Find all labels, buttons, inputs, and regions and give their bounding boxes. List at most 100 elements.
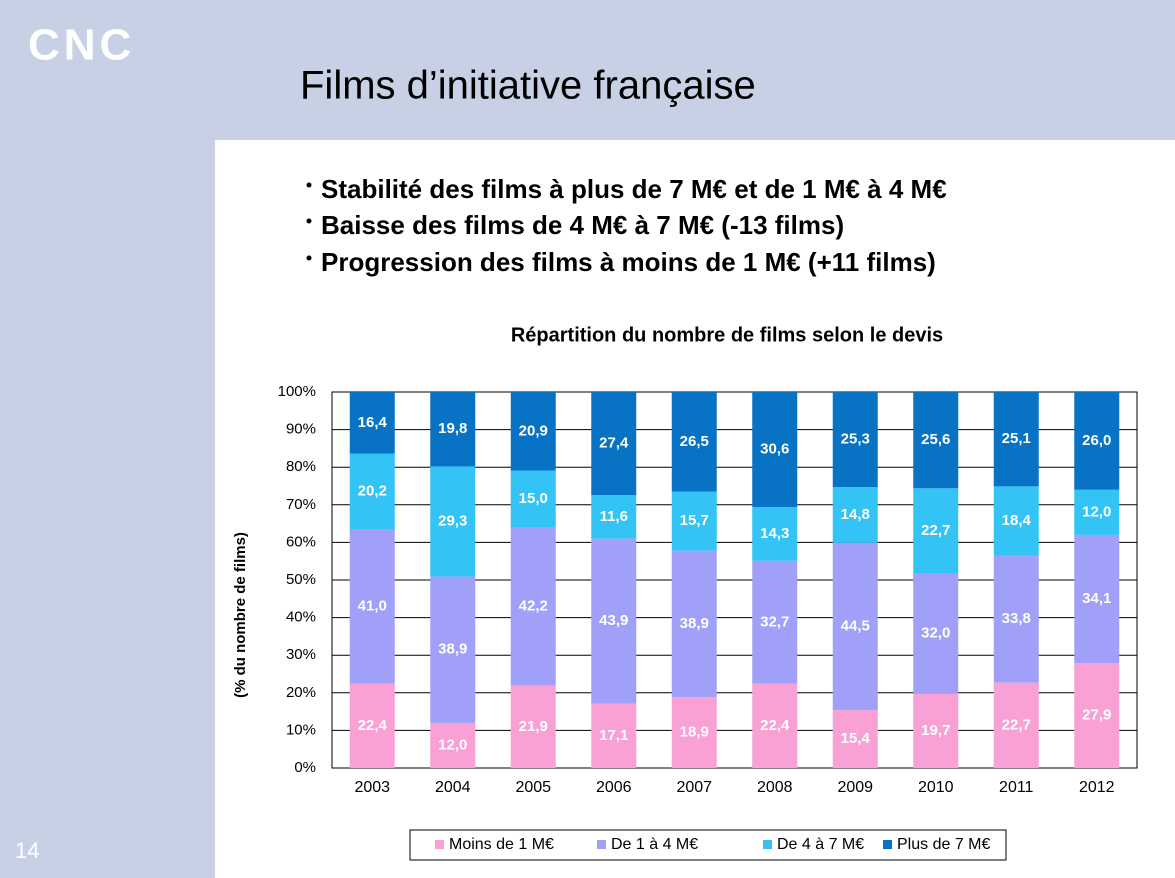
page-number: 14 xyxy=(15,838,39,863)
value-label: 12,0 xyxy=(438,736,467,753)
value-label: 18,4 xyxy=(1002,512,1032,529)
bar-segment xyxy=(349,683,395,768)
bar-segment xyxy=(752,683,798,768)
bar-segment xyxy=(671,392,717,492)
legend-swatch xyxy=(597,840,606,849)
y-tick-label: 20% xyxy=(286,684,316,701)
value-label: 38,9 xyxy=(680,615,709,632)
value-label: 32,0 xyxy=(921,625,950,642)
x-tick-label: 2003 xyxy=(354,779,390,796)
value-label: 43,9 xyxy=(599,612,628,629)
bar-segment xyxy=(993,392,1039,487)
bullet-text: Progression des films à moins de 1 M€ (+… xyxy=(321,247,936,277)
x-tick-label: 2012 xyxy=(1079,779,1115,796)
bar-segment xyxy=(510,392,556,471)
value-label: 20,2 xyxy=(358,483,387,500)
legend-swatch xyxy=(763,840,772,849)
bar-segment xyxy=(993,486,1039,556)
bar-segment xyxy=(913,693,959,768)
value-label: 22,7 xyxy=(921,522,950,539)
logo: CNC xyxy=(28,21,135,70)
bar-segment xyxy=(752,392,798,508)
bar-segment xyxy=(349,529,395,684)
value-label: 34,1 xyxy=(1082,590,1111,607)
legend-label: De 4 à 7 M€ xyxy=(777,836,864,853)
value-label: 44,5 xyxy=(841,617,870,634)
bar-segment xyxy=(752,560,798,684)
value-label: 29,3 xyxy=(438,513,467,530)
x-tick-label: 2004 xyxy=(435,779,471,796)
value-label: 15,0 xyxy=(519,490,548,507)
value-label: 15,7 xyxy=(680,512,709,529)
legend-swatch xyxy=(883,840,892,849)
y-tick-label: 50% xyxy=(286,571,316,588)
y-tick-label: 0% xyxy=(294,759,316,776)
bar-segment xyxy=(510,685,556,768)
value-label: 21,9 xyxy=(519,718,548,735)
bar-segment xyxy=(671,696,717,768)
value-label: 20,9 xyxy=(519,422,548,439)
bar-segment xyxy=(349,453,395,530)
legend-swatch xyxy=(435,840,444,849)
bar-segment xyxy=(752,507,798,561)
y-tick-label: 30% xyxy=(286,646,316,663)
y-tick-label: 40% xyxy=(286,609,316,626)
y-tick-label: 90% xyxy=(286,421,316,438)
bar-segment xyxy=(993,555,1039,683)
legend-label: Plus de 7 M€ xyxy=(897,836,990,853)
slide-title: Films d’initiative française xyxy=(300,64,756,108)
value-label: 19,7 xyxy=(921,722,950,739)
x-tick-label: 2005 xyxy=(515,779,551,796)
y-tick-label: 100% xyxy=(278,383,316,400)
bar-segment xyxy=(430,576,476,723)
value-label: 33,8 xyxy=(1002,610,1031,627)
value-label: 27,4 xyxy=(599,434,629,451)
bar-segment xyxy=(1074,534,1120,664)
y-tick-label: 70% xyxy=(286,496,316,513)
chart-title: Répartition du nombre de films selon le … xyxy=(511,324,943,346)
bar-segment xyxy=(591,703,637,768)
y-axis-label: (% du nombre de films) xyxy=(232,532,249,698)
bar-segment xyxy=(1074,663,1120,768)
bullet-dot xyxy=(306,255,312,261)
x-tick-label: 2006 xyxy=(596,779,632,796)
value-label: 26,0 xyxy=(1082,432,1111,449)
value-label: 25,6 xyxy=(921,431,950,448)
bar-segment xyxy=(913,488,959,574)
y-tick-label: 10% xyxy=(286,721,316,738)
bar-segment xyxy=(832,392,878,488)
value-label: 22,7 xyxy=(1002,716,1031,733)
value-label: 14,8 xyxy=(841,506,870,523)
value-label: 22,4 xyxy=(760,717,790,734)
value-label: 27,9 xyxy=(1082,707,1111,724)
x-tick-label: 2008 xyxy=(757,779,793,796)
value-label: 32,7 xyxy=(760,613,789,630)
bar-segment xyxy=(510,470,556,527)
bar-segment xyxy=(591,392,637,496)
value-label: 30,6 xyxy=(760,440,789,457)
bar-segment xyxy=(591,538,637,704)
value-label: 18,9 xyxy=(680,723,709,740)
x-tick-label: 2011 xyxy=(999,779,1034,796)
value-label: 14,3 xyxy=(760,525,789,542)
value-label: 11,6 xyxy=(600,508,628,525)
bullet-text: Baisse des films de 4 M€ à 7 M€ (-13 fil… xyxy=(321,210,844,240)
bar-segment xyxy=(430,466,476,577)
legend-label: De 1 à 4 M€ xyxy=(611,836,698,853)
legend-box xyxy=(409,829,1007,861)
bar-segment xyxy=(591,495,637,539)
x-tick-label: 2007 xyxy=(676,779,712,796)
legend-label: Moins de 1 M€ xyxy=(449,836,554,853)
value-label: 26,5 xyxy=(680,433,709,450)
bar-segment xyxy=(671,491,717,551)
value-label: 25,3 xyxy=(841,431,870,448)
bar-segment xyxy=(832,710,878,768)
value-label: 16,4 xyxy=(358,414,388,431)
y-tick-label: 80% xyxy=(286,458,316,475)
value-label: 42,2 xyxy=(519,597,548,614)
bar-segment xyxy=(913,573,959,694)
value-label: 17,1 xyxy=(599,727,628,744)
value-label: 38,9 xyxy=(438,641,467,658)
bullet-dot xyxy=(306,182,312,188)
